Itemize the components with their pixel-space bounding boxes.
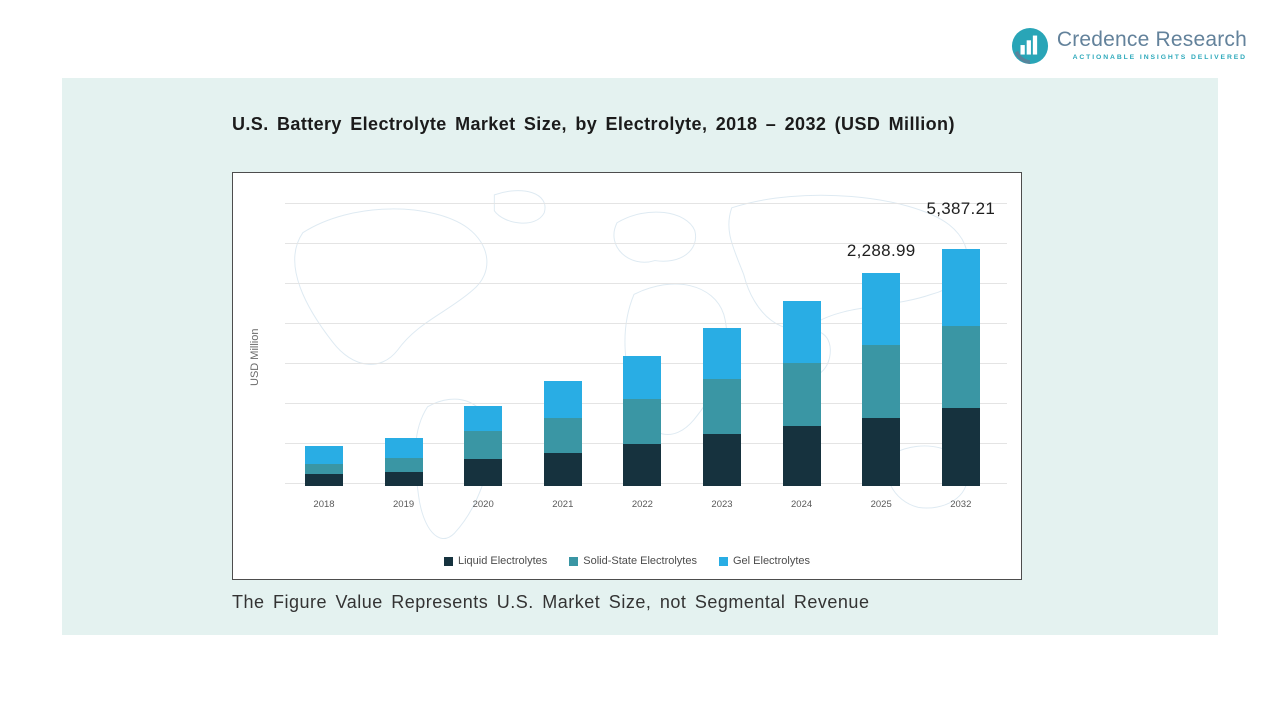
bar-segment-liquid-electrolytes (543, 452, 582, 486)
bar-segment-liquid-electrolytes (384, 472, 423, 486)
bar-2020 (464, 405, 503, 486)
bar-segment-solid-state-electrolytes (305, 464, 343, 474)
bar-segment-solid-state-electrolytes (384, 458, 423, 473)
legend-label: Gel Electrolytes (732, 555, 811, 567)
bar-segment-liquid-electrolytes (941, 407, 980, 486)
legend-item-gel-electrolytes: Gel Electrolytes (718, 555, 811, 567)
bar-segment-solid-state-electrolytes (543, 417, 582, 453)
bar-chart-logo-icon (1011, 27, 1048, 65)
bar-2025 (862, 272, 901, 486)
logo-tagline: Actionable Insights Delivered (1072, 54, 1247, 62)
bar-segment-solid-state-electrolytes (464, 430, 503, 459)
x-axis-label-2020: 2020 (472, 499, 494, 510)
bar-segment-solid-state-electrolytes (862, 344, 901, 418)
bar-segment-gel-electrolytes (623, 355, 662, 399)
bar-2019 (384, 438, 423, 486)
bar-2032 (941, 249, 980, 486)
annotation-2032: 5,387.21 (926, 199, 996, 218)
legend-label: Solid-State Electrolytes (583, 555, 697, 567)
legend: Liquid Electrolytes Solid-State Electroly… (233, 555, 1021, 567)
chart-frame: USD Million 2018 2019 2020 2021 2022 2023 2024… (232, 172, 1022, 580)
legend-label: Liquid Electrolytes (457, 555, 548, 567)
bar-2023 (703, 327, 741, 486)
credence-logo: Credence Research Actionable Insights De… (1011, 27, 1247, 65)
x-axis-label-2024: 2024 (791, 499, 813, 510)
bar-segment-liquid-electrolytes (703, 433, 741, 486)
legend-swatch (718, 556, 728, 566)
x-axis-label-2023: 2023 (711, 499, 733, 510)
x-axis-label-2025: 2025 (870, 499, 892, 510)
bar-2022 (623, 355, 662, 486)
bar-segment-gel-electrolytes (862, 272, 901, 345)
bar-2018 (305, 446, 343, 486)
x-axis-label-2018: 2018 (313, 499, 335, 510)
legend-item-solid-state-electrolytes: Solid-State Electrolytes (569, 555, 697, 567)
logo-text: Credence Research Actionable Insights De… (1057, 27, 1247, 61)
bar-segment-liquid-electrolytes (305, 473, 343, 486)
content-panel: U.S. Battery Electrolyte Market Size, by… (62, 78, 1218, 635)
x-axis-label-2021: 2021 (552, 499, 574, 510)
x-axis-label-2032: 2032 (950, 499, 972, 510)
bar-segment-solid-state-electrolytes (703, 378, 741, 434)
plot-area: 2018 2019 2020 2021 2022 2023 2024 2025 2032 2,28… (233, 173, 1021, 510)
bar-segment-gel-electrolytes (543, 380, 582, 418)
chart-title: U.S. Battery Electrolyte Market Size, by… (232, 114, 955, 134)
bar-segment-gel-electrolytes (305, 446, 343, 465)
x-axis-label-2019: 2019 (393, 499, 415, 510)
bar-segment-liquid-electrolytes (782, 425, 821, 486)
bar-segment-gel-electrolytes (782, 300, 821, 363)
annotation-2025: 2,288.99 (846, 240, 916, 260)
bar-segment-liquid-electrolytes (862, 417, 901, 486)
bar-segment-solid-state-electrolytes (941, 325, 980, 408)
bar-2024 (782, 300, 821, 486)
bar-segment-solid-state-electrolytes (782, 362, 821, 426)
bar-segment-gel-electrolytes (941, 249, 980, 326)
footer-note: The Figure Value Represents U.S. Market … (232, 592, 870, 612)
bar-segment-gel-electrolytes (464, 405, 503, 431)
legend-item-liquid-electrolytes: Liquid Electrolytes (443, 555, 548, 567)
legend-swatch (443, 556, 453, 566)
bar-segment-gel-electrolytes (703, 327, 741, 379)
bar-2021 (543, 380, 582, 486)
x-axis-label-2022: 2022 (631, 499, 653, 510)
bar-segment-liquid-electrolytes (623, 444, 662, 486)
bar-segment-gel-electrolytes (384, 438, 423, 459)
logo-name: Credence Research (1056, 28, 1247, 51)
bar-segment-liquid-electrolytes (464, 458, 503, 486)
legend-swatch (569, 556, 579, 566)
bar-segment-solid-state-electrolytes (623, 398, 662, 444)
